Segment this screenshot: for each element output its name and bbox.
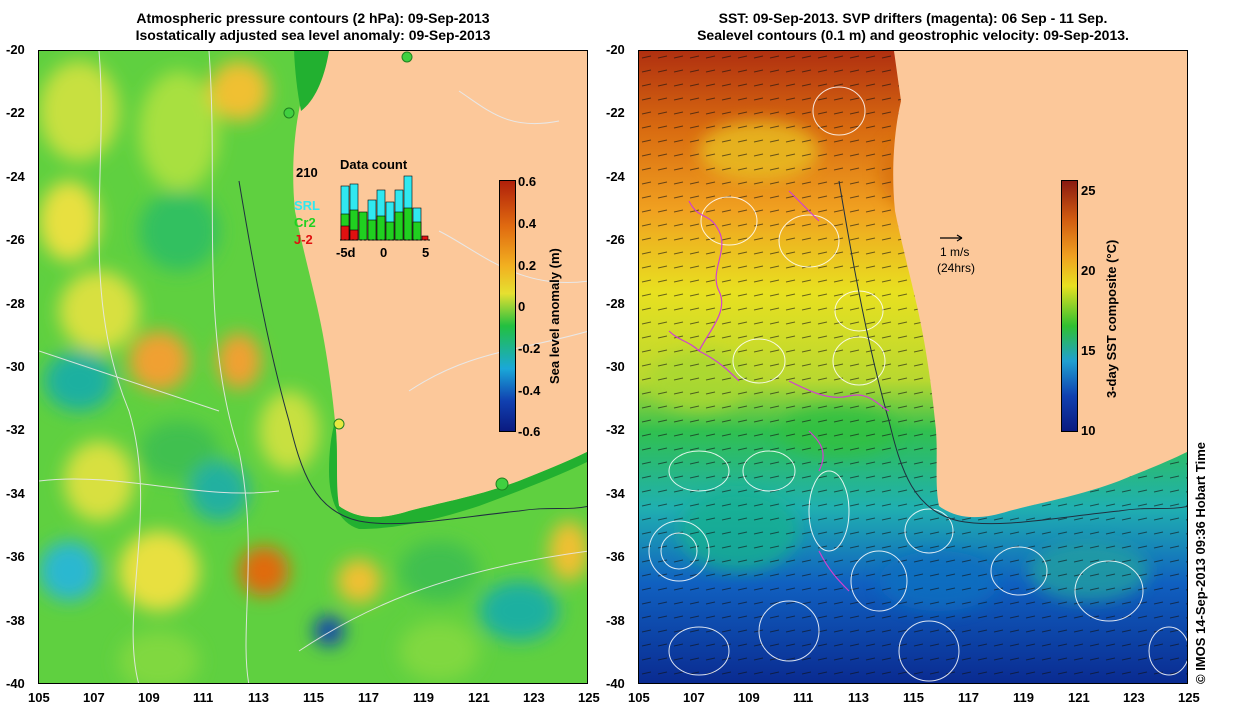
left-cbar-tick: 0.4 [518, 216, 537, 231]
right-y-tick-label: -36 [606, 549, 625, 565]
right-x-tick-label: 109 [738, 690, 760, 705]
right-cbar-tick: 20 [1081, 263, 1096, 278]
right-y-tick-label: -24 [606, 168, 625, 184]
right-colorbar [1061, 180, 1078, 432]
histogram-bars [340, 175, 429, 241]
left-cbar-tick: 0.2 [518, 258, 537, 273]
right-x-tick-label: 105 [628, 690, 650, 705]
right-y-tick-label: -30 [606, 359, 625, 374]
inset-xtick-left: -5d [336, 245, 356, 260]
right-map-sst [638, 50, 1188, 684]
right-x-tick-label: 117 [958, 690, 979, 705]
right-y-tick-label: -26 [606, 232, 625, 248]
left-colorbar [499, 180, 516, 432]
australia-land [893, 51, 1187, 518]
right-x-tick-label: 125 [1178, 690, 1200, 705]
tide-gauge-marker [495, 477, 509, 491]
right-x-tick-label: 107 [683, 690, 705, 705]
left-x-tick-label: 105 [28, 690, 50, 705]
left-y-tick-label: -36 [6, 549, 25, 565]
tide-gauge-marker [333, 418, 345, 430]
right-y-tick-label: -40 [606, 676, 625, 691]
right-x-tick-label: 115 [903, 690, 924, 705]
left-x-tick-label: 107 [83, 690, 105, 705]
australia-land [293, 51, 587, 518]
right-x-tick-label: 121 [1068, 690, 1090, 705]
tide-gauge-marker [401, 51, 413, 63]
right-cbar-tick: 15 [1081, 343, 1096, 358]
left-map-svg [39, 51, 587, 683]
left-colorbar-label: Sea level anomaly (m) [547, 248, 562, 384]
svp-drifter-tracks [668, 190, 890, 592]
right-y-tick-label: -22 [606, 105, 625, 121]
sla-blobs [39, 61, 587, 683]
left-map-sea-level-anomaly [38, 50, 588, 684]
right-x-tick-label: 119 [1013, 690, 1034, 705]
right-x-tick-label: 113 [848, 690, 869, 705]
coastal-shelf [294, 51, 329, 111]
pressure-contours [39, 51, 587, 683]
left-title-line2: Isostatically adjusted sea level anomaly… [135, 27, 491, 43]
shelf-break-contour [838, 180, 1187, 525]
right-cbar-tick: 10 [1081, 423, 1096, 438]
left-cbar-tick: 0 [518, 299, 526, 314]
left-x-tick-label: 115 [303, 690, 324, 705]
left-x-tick-label: 119 [413, 690, 434, 705]
left-y-tick-label: -32 [6, 422, 25, 438]
tide-gauge-marker [283, 107, 295, 119]
left-y-tick-label: -20 [6, 42, 25, 57]
left-cbar-tick: -0.6 [518, 424, 541, 439]
left-y-tick-label: -28 [6, 295, 25, 311]
vector-scale-label: 1 m/s [940, 245, 970, 259]
left-y-tick-label: -30 [6, 359, 25, 374]
inset-legend-cr2: Cr2 [294, 215, 316, 230]
right-y-tick-label: -38 [606, 612, 625, 628]
left-title-line1: Atmospheric pressure contours (2 hPa): 0… [136, 10, 490, 26]
right-y-tick-label: -34 [606, 485, 625, 501]
left-x-tick-label: 121 [468, 690, 490, 705]
left-y-tick-label: -40 [6, 676, 25, 691]
right-map-svg [639, 51, 1187, 683]
vector-scale-arrow [940, 234, 963, 242]
left-y-tick-label: -38 [6, 612, 25, 628]
inset-max-label: 210 [296, 165, 318, 180]
inset-xtick-center: 0 [380, 245, 388, 260]
sealevel-contours [648, 80, 1187, 682]
right-title-line1: SST: 09-Sep-2013. SVP drifters (magenta)… [718, 10, 1108, 26]
left-x-tick-label: 125 [578, 690, 600, 705]
right-y-tick-label: -32 [606, 422, 625, 438]
right-x-tick-label: 111 [793, 690, 814, 705]
inset-legend-srl: SRL [294, 198, 320, 213]
left-x-tick-label: 111 [193, 690, 214, 705]
inset-xtick-right: 5 [422, 245, 430, 260]
southern-shelf [329, 421, 587, 529]
shelf-break-contour [238, 180, 587, 525]
left-x-tick-label: 113 [248, 690, 269, 705]
left-cbar-tick: -0.4 [518, 383, 541, 398]
left-cbar-tick: -0.2 [518, 341, 541, 356]
left-y-tick-label: -26 [6, 232, 25, 248]
left-cbar-tick: 0.6 [518, 174, 537, 189]
left-y-tick-label: -24 [6, 168, 25, 184]
right-colorbar-label: 3-day SST composite (°C) [1104, 239, 1119, 398]
left-x-tick-label: 123 [523, 690, 545, 705]
data-count-histogram [340, 175, 430, 241]
right-y-tick-label: -28 [606, 295, 625, 311]
left-y-tick-label: -22 [6, 105, 25, 121]
inset-legend-j2: J-2 [294, 232, 313, 247]
left-x-tick-label: 117 [358, 690, 379, 705]
right-title-line2: Sealevel contours (0.1 m) and geostrophi… [697, 27, 1129, 43]
inset-title: Data count [340, 157, 408, 172]
right-x-tick-label: 123 [1123, 690, 1145, 705]
left-x-tick-label: 109 [138, 690, 160, 705]
right-cbar-tick: 25 [1081, 183, 1096, 198]
vector-scale-sublabel: (24hrs) [937, 261, 976, 275]
left-y-tick-label: -34 [6, 485, 25, 501]
imos-credit: © IMOS 14-Sep-2013 09:36 Hobart Time [1193, 442, 1208, 684]
right-y-tick-label: -20 [606, 42, 625, 57]
